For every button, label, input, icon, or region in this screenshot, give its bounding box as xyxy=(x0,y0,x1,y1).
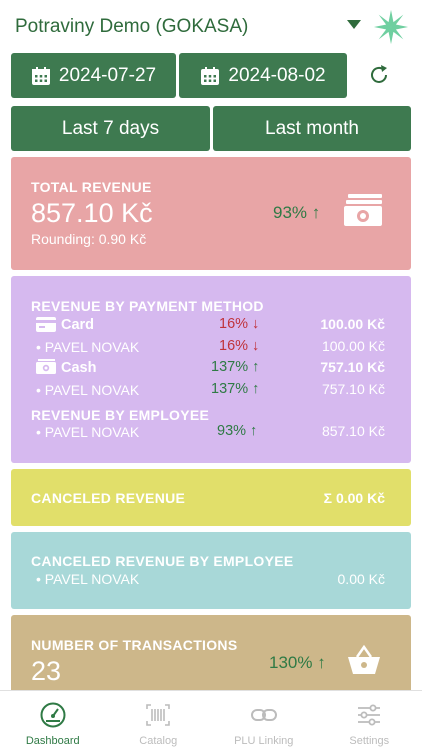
canceled-revenue-amount: Σ 0.00 Kč xyxy=(323,490,385,506)
calendar-icon xyxy=(31,66,50,85)
cash-label: Cash xyxy=(61,360,97,376)
cash-employee-change: 137% ↑ xyxy=(211,381,260,397)
refresh-icon[interactable] xyxy=(366,62,392,88)
tab-settings-label: Settings xyxy=(349,735,390,747)
card-employee-label: • PAVEL NOVAK xyxy=(36,339,140,355)
app-header: Potraviny Demo (GOKASA) xyxy=(0,0,422,52)
total-revenue-amount: 857.10 Kč xyxy=(31,198,153,228)
tab-catalog-label: Catalog xyxy=(139,735,178,747)
canceled-revenue-title: CANCELED REVENUE xyxy=(31,490,186,506)
date-to-button[interactable]: 2024-08-02 xyxy=(179,53,347,98)
app-logo-icon xyxy=(373,9,409,45)
store-dropdown-caret-icon[interactable] xyxy=(347,20,361,29)
revenue-by-employee-title: REVENUE BY EMPLOYEE xyxy=(31,407,210,423)
total-revenue-title: TOTAL REVENUE xyxy=(31,179,152,195)
rounding-text: Rounding: 0.90 Kč xyxy=(31,231,147,247)
date-from-button[interactable]: 2024-07-27 xyxy=(11,53,176,98)
tab-settings[interactable]: Settings xyxy=(317,691,422,750)
transactions-title: NUMBER OF TRANSACTIONS xyxy=(31,637,238,653)
canceled-employee-title: CANCELED REVENUE BY EMPLOYEE xyxy=(31,553,294,569)
calendar-icon xyxy=(201,66,220,85)
last-7-days-button[interactable]: Last 7 days xyxy=(11,106,210,151)
payment-method-card[interactable]: REVENUE BY PAYMENT METHOD Card 16% ↓ 100… xyxy=(11,276,411,463)
link-icon xyxy=(250,709,277,721)
barcode-icon xyxy=(146,704,171,726)
cash-amount: 757.10 Kč xyxy=(320,359,385,375)
tab-plu-linking[interactable]: PLU Linking xyxy=(211,691,317,750)
cash-employee-amount: 757.10 Kč xyxy=(321,381,385,397)
card-employee-change: 16% ↓ xyxy=(219,338,260,354)
total-revenue-change: 93% ↑ xyxy=(273,203,321,222)
bottom-tab-bar: Dashboard Catalog PLU Linking xyxy=(0,690,422,750)
cash-employee-label: • PAVEL NOVAK xyxy=(36,382,140,398)
shopping-basket-icon xyxy=(348,645,380,674)
canceled-revenue-card[interactable]: CANCELED REVENUE Σ 0.00 Kč xyxy=(11,469,411,526)
card-icon xyxy=(36,317,56,332)
tab-dashboard-label: Dashboard xyxy=(25,735,80,747)
card-employee-amount: 100.00 Kč xyxy=(321,338,385,354)
tab-catalog[interactable]: Catalog xyxy=(106,691,212,750)
employee-change: 93% ↑ xyxy=(217,423,258,439)
transactions-card[interactable]: NUMBER OF TRANSACTIONS 23 130% ↑ xyxy=(11,615,411,695)
card-amount: 100.00 Kč xyxy=(320,316,385,332)
cash-change: 137% ↑ xyxy=(211,359,260,375)
card-label: Card xyxy=(61,317,95,333)
tab-dashboard[interactable]: Dashboard xyxy=(0,691,106,750)
canceled-employee-card[interactable]: CANCELED REVENUE BY EMPLOYEE • PAVEL NOV… xyxy=(11,532,411,609)
cash-icon xyxy=(36,359,56,374)
last-month-button[interactable]: Last month xyxy=(213,106,411,151)
employee-label: • PAVEL NOVAK xyxy=(36,424,140,440)
tab-plu-linking-label: PLU Linking xyxy=(234,735,294,747)
transactions-count: 23 xyxy=(31,656,62,686)
card-change: 16% ↓ xyxy=(219,316,260,332)
date-to-label: 2024-08-02 xyxy=(228,64,326,86)
payment-method-title: REVENUE BY PAYMENT METHOD xyxy=(31,298,264,314)
date-from-label: 2024-07-27 xyxy=(58,64,157,86)
speedometer-icon xyxy=(40,702,66,728)
transactions-change: 130% ↑ xyxy=(269,653,326,672)
canceled-employee-label: • PAVEL NOVAK xyxy=(36,571,140,587)
total-revenue-card[interactable]: TOTAL REVENUE 857.10 Kč Rounding: 0.90 K… xyxy=(11,157,411,270)
employee-amount: 857.10 Kč xyxy=(321,423,385,439)
banknotes-icon xyxy=(344,194,382,226)
store-name[interactable]: Potraviny Demo (GOKASA) xyxy=(15,16,249,37)
canceled-employee-amount: 0.00 Kč xyxy=(337,571,385,587)
sliders-icon xyxy=(358,704,381,726)
